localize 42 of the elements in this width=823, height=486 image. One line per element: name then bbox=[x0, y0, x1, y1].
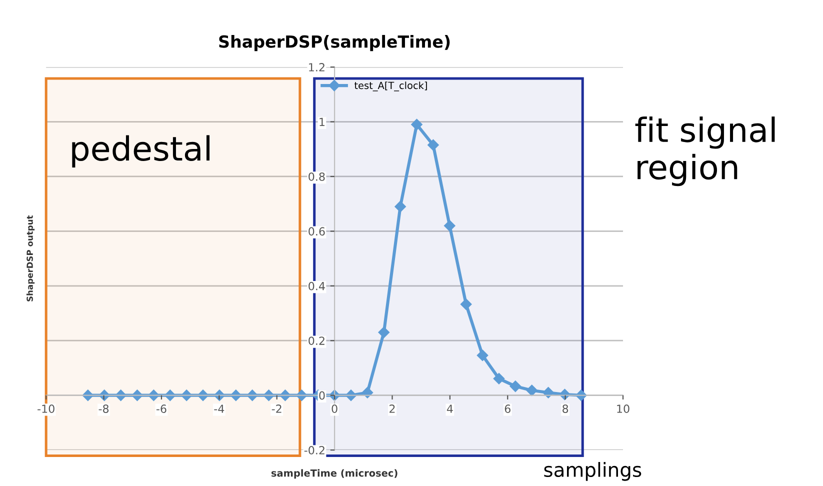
x-tick-label: -10 bbox=[38, 404, 54, 413]
x-tick-label: -8 bbox=[98, 404, 109, 413]
point bbox=[411, 118, 422, 130]
x-tick-label: 0 bbox=[332, 404, 338, 413]
point bbox=[476, 350, 488, 361]
x-tick-label: 6 bbox=[504, 404, 510, 413]
point bbox=[345, 390, 357, 401]
x-tick-label: -4 bbox=[214, 404, 224, 413]
y-tick-label: 1 bbox=[320, 118, 324, 126]
y-tick-label: 0.8 bbox=[308, 172, 325, 181]
x-tick-label: -2 bbox=[272, 404, 282, 413]
band-label: pedestal bbox=[72, 135, 210, 168]
y-tick-label: -0.2 bbox=[304, 446, 324, 454]
point bbox=[510, 380, 522, 392]
x-tick-label: 2 bbox=[390, 404, 395, 413]
point bbox=[428, 139, 439, 151]
y-tick-label: 0.4 bbox=[308, 282, 325, 290]
point bbox=[362, 386, 374, 398]
legend-label: test_A[T_clock] bbox=[354, 82, 427, 92]
x-tick-label: 8 bbox=[562, 404, 568, 413]
point bbox=[526, 384, 538, 396]
x-tick-label: 4 bbox=[446, 404, 453, 413]
point bbox=[180, 390, 192, 401]
x-axis-title: sampleTime (microsec) bbox=[271, 469, 398, 479]
point bbox=[493, 373, 505, 384]
y-tick-label: 0 bbox=[319, 391, 325, 400]
x-tick-label: 10 bbox=[617, 404, 630, 413]
x-tick-label: -6 bbox=[156, 404, 166, 413]
band-label: fit signal region bbox=[635, 116, 775, 186]
chart-title: ShaperDSP(sampleTime) bbox=[219, 34, 450, 52]
point bbox=[542, 386, 554, 398]
point bbox=[378, 326, 390, 338]
y-tick-label: 1.2 bbox=[309, 63, 324, 72]
y-axis-title: ShaperDSP output bbox=[26, 215, 35, 302]
point bbox=[197, 390, 209, 401]
point bbox=[460, 298, 472, 310]
point bbox=[444, 220, 456, 232]
y-tick-label: 0.2 bbox=[308, 336, 324, 345]
point bbox=[394, 200, 406, 212]
y-tick-label: 0.6 bbox=[308, 227, 325, 236]
point bbox=[559, 388, 570, 400]
text: samplings bbox=[544, 462, 642, 481]
